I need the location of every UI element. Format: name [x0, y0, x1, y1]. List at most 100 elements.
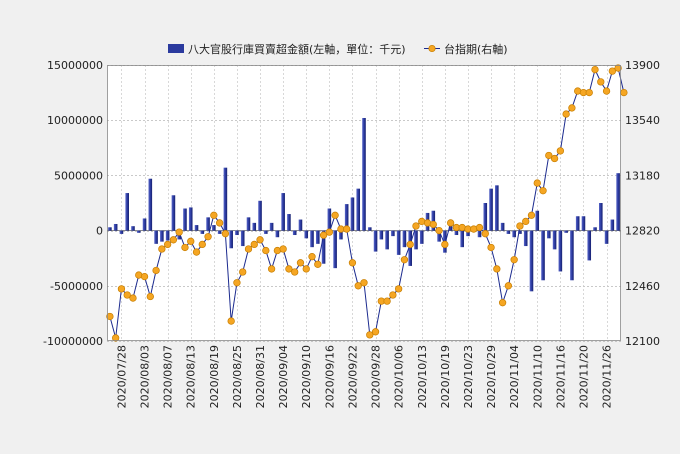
index-point	[539, 187, 547, 195]
index-point	[400, 256, 409, 264]
bar-mark	[362, 117, 366, 231]
bar-mark	[171, 195, 176, 231]
bar-mark	[523, 230, 528, 247]
left-axis-tick-label: 10000000	[47, 114, 103, 127]
bar-mark	[356, 188, 361, 231]
bar-mark	[350, 197, 355, 231]
bar-mark	[489, 188, 493, 231]
index-point	[429, 220, 437, 229]
index-point	[562, 110, 570, 118]
index-point	[475, 223, 484, 232]
bar-mark	[264, 230, 268, 234]
bar-mark	[327, 208, 332, 231]
bar-mark	[558, 230, 563, 272]
index-point	[256, 236, 264, 244]
bar-mark	[506, 230, 511, 234]
bar-mark	[454, 230, 459, 236]
bar-mark	[437, 230, 441, 242]
bar-mark	[113, 223, 118, 231]
x-axis-tick-label: 2020/08/31	[254, 345, 267, 408]
bar-mark	[148, 178, 153, 231]
bar-mark	[564, 230, 568, 233]
bar-mark	[108, 227, 112, 231]
plot-frame	[107, 65, 621, 341]
x-axis-tick-label: 2020/10/13	[416, 345, 429, 408]
x-axis-tick-label: 2020/08/07	[162, 345, 175, 408]
index-point	[325, 228, 334, 236]
bar-mark	[188, 207, 193, 231]
bar-mark	[593, 227, 597, 231]
bar-mark	[206, 217, 210, 231]
bar-mark	[183, 208, 187, 231]
index-point	[262, 246, 270, 255]
index-point	[481, 230, 489, 238]
index-point	[527, 211, 536, 219]
x-axis-tick-label: 2020/10/06	[393, 345, 406, 408]
index-point	[198, 240, 206, 249]
x-axis-tick-label: 2020/11/20	[577, 345, 590, 408]
index-point	[215, 219, 224, 227]
index-point	[446, 219, 455, 227]
bar-mark	[339, 230, 343, 240]
index-point	[522, 217, 530, 226]
bar-mark	[316, 230, 320, 244]
index-point	[354, 282, 362, 290]
x-axis-tick-label: 2020/11/26	[601, 345, 614, 408]
bar-mark	[419, 230, 424, 244]
bar-mark	[500, 222, 505, 231]
bar-mark	[460, 230, 464, 248]
index-point	[608, 67, 616, 75]
index-point	[591, 65, 599, 74]
right-axis-tick-label: 12820	[625, 225, 660, 238]
bar-mark	[379, 230, 384, 240]
bar-mark	[246, 217, 251, 231]
legend-dot-swatch	[428, 44, 436, 53]
index-point	[533, 179, 541, 187]
axes: -10000000 -5000000 0 5000000 10000000 1500000…	[43, 59, 660, 408]
bar-mark	[119, 230, 124, 234]
bar-mark	[125, 193, 129, 231]
index-point	[487, 243, 495, 252]
bar-mark	[194, 225, 199, 231]
bar-mark	[610, 219, 615, 231]
bar-mark	[240, 230, 245, 247]
index-point	[516, 222, 524, 230]
index-point	[152, 266, 160, 275]
bar-mark	[344, 204, 349, 231]
left-axis-tick-label: 15000000	[47, 59, 103, 72]
index-point	[267, 265, 276, 273]
index-point	[112, 334, 120, 342]
legend-bar-swatch	[168, 44, 184, 53]
bar-mark	[223, 167, 228, 231]
legend-label-line: 台指期(右軸)	[444, 42, 508, 56]
index-point	[412, 222, 420, 230]
bar-mark	[321, 230, 326, 264]
index-point	[389, 291, 397, 299]
bar-mark	[298, 219, 303, 231]
bar-mark	[160, 230, 164, 242]
index-point	[233, 279, 241, 287]
index-point	[493, 265, 501, 273]
x-axis-tick-label: 2020/10/19	[439, 345, 452, 408]
index-point	[250, 240, 258, 249]
index-point	[279, 245, 287, 253]
bar-mark	[142, 218, 147, 231]
x-axis-tick-label: 2020/08/25	[231, 345, 244, 408]
bar-mark	[599, 203, 603, 231]
bar-mark	[477, 230, 482, 238]
bar-mark	[604, 230, 609, 244]
index-point	[550, 154, 559, 163]
index-point	[383, 297, 391, 305]
left-axis-tick-label: 0	[96, 225, 103, 238]
index-point	[146, 292, 154, 301]
index-point	[319, 231, 328, 239]
right-axis-tick-label: 12100	[625, 335, 660, 348]
index-point	[366, 331, 374, 339]
index-point	[227, 317, 235, 325]
bar-mark	[154, 230, 158, 244]
bar-mark	[131, 226, 135, 231]
bar-mark	[258, 200, 262, 231]
bar-mark	[483, 203, 488, 231]
bar-mark	[136, 230, 141, 233]
bar-mark	[217, 230, 222, 234]
